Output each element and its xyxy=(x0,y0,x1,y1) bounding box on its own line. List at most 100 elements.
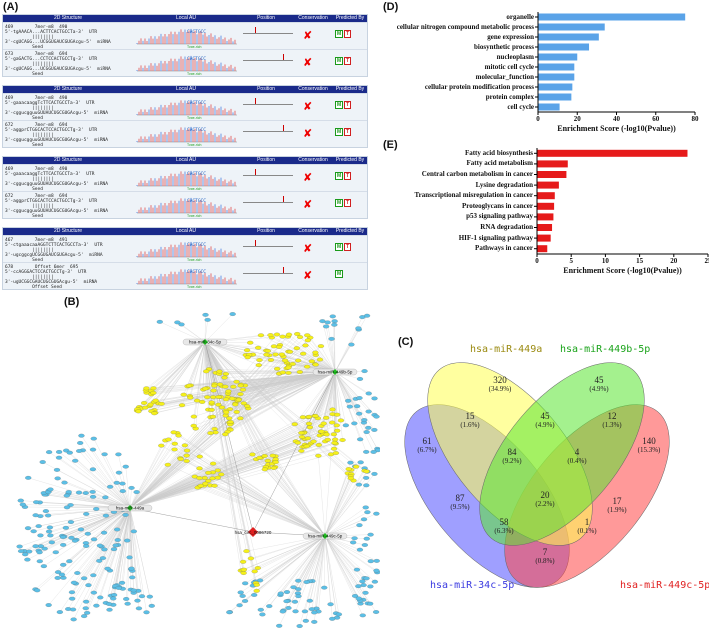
category-label: cellular protein modification process xyxy=(424,82,534,91)
conservation-cross-icon: ✘ xyxy=(303,127,313,140)
target-gene-node xyxy=(133,490,140,494)
target-gene-node xyxy=(36,550,43,555)
position-track xyxy=(243,267,293,274)
category-label: HIF-1 signaling pathway xyxy=(458,233,533,242)
target-gene-node xyxy=(274,366,281,371)
target-gene-node xyxy=(211,383,218,388)
target-gene-node xyxy=(202,312,209,317)
target-gene-node xyxy=(285,370,292,375)
position-track xyxy=(243,196,293,203)
target-gene-node xyxy=(244,404,251,408)
target-gene-node xyxy=(146,594,153,599)
target-gene-node xyxy=(54,476,61,481)
target-gene-node xyxy=(361,418,368,422)
venn-region-count: 45 (4.9%) xyxy=(535,412,554,430)
target-gene-node xyxy=(40,564,47,569)
target-gene-node xyxy=(119,481,126,486)
target-gene-node xyxy=(111,593,118,597)
target-gene-node xyxy=(270,344,278,349)
target-gene-node xyxy=(202,481,209,486)
target-gene-node xyxy=(19,502,26,507)
target-gene-node xyxy=(112,543,119,548)
target-gene-node xyxy=(363,469,370,474)
svg-text:CACTGCC: CACTGCC xyxy=(187,56,206,62)
target-gene-node xyxy=(373,558,380,563)
table-block: 2D Structure Local AU Position Conservation… xyxy=(2,14,368,77)
conservation-cross-icon: ✘ xyxy=(303,198,313,211)
target-gene-node xyxy=(253,582,260,587)
target-gene-node xyxy=(202,386,209,391)
target-gene-node xyxy=(330,446,338,451)
target-gene-node xyxy=(304,436,312,441)
position-marker xyxy=(255,169,256,175)
venn-region-count: 12 (1.3%) xyxy=(602,412,621,430)
table-header-cell: Local AU xyxy=(175,157,196,163)
venn-count: 7 xyxy=(542,547,548,557)
table-header-cell: Local AU xyxy=(175,228,196,234)
table-header-cell: Local AU xyxy=(175,86,196,92)
target-gene-node xyxy=(129,575,136,580)
target-gene-node xyxy=(90,436,97,441)
target-gene-node xyxy=(83,512,90,516)
venn-region-count: 15 (1.6%) xyxy=(460,412,479,430)
position-marker xyxy=(255,98,256,104)
target-gene-node xyxy=(264,349,271,353)
local-au-plot: CACTGCC Type-rich xyxy=(136,99,237,119)
table-header-cell: Conservation xyxy=(298,86,328,92)
x-tick-label: 80 xyxy=(691,115,699,123)
target-gene-node xyxy=(83,599,90,604)
target-gene-node xyxy=(97,595,104,600)
target-gene-node xyxy=(150,391,157,395)
position-track xyxy=(243,27,293,34)
local-au-plot: CACTGCC Type-rich xyxy=(136,170,237,190)
mirna-hub-label: hsa-miR-34c-5p xyxy=(189,340,222,345)
target-gene-node xyxy=(211,483,218,488)
target-gene-node xyxy=(25,475,32,480)
target-gene-node xyxy=(298,449,305,453)
go-enrichment-chart: organelle cellular nitrogen compound meta… xyxy=(383,8,709,138)
target-gene-node xyxy=(306,598,313,603)
panel-label-e: (E) xyxy=(383,139,398,151)
target-gene-node xyxy=(353,567,361,572)
target-gene-node xyxy=(285,332,293,337)
conservation-cross-icon: ✘ xyxy=(303,29,313,42)
target-gene-node xyxy=(363,313,371,318)
target-gene-node xyxy=(53,468,61,472)
table-row: 467 7mer-m8 491 5'-ctgaaacaaAGGTCTTCACTG… xyxy=(3,235,367,263)
target-gene-node xyxy=(45,513,52,518)
target-gene-node xyxy=(66,450,73,455)
target-gene-node xyxy=(311,610,318,615)
table-header: 2D Structure Local AU Position Conservation… xyxy=(3,15,367,22)
category-label: mitotic cell cycle xyxy=(484,62,534,71)
target-gene-node xyxy=(356,547,364,552)
target-gene-node xyxy=(48,540,55,545)
target-gene-node xyxy=(272,352,279,357)
target-gene-node xyxy=(37,533,44,538)
target-gene-node xyxy=(330,432,337,437)
target-gene-node xyxy=(294,440,301,445)
target-gene-node xyxy=(346,404,353,409)
target-gene-node xyxy=(60,562,67,567)
target-gene-node xyxy=(334,428,341,433)
target-gene-node xyxy=(61,480,68,485)
svg-text:Type-rich: Type-rich xyxy=(187,45,201,48)
target-gene-node xyxy=(77,441,84,445)
target-gene-node xyxy=(66,559,73,564)
target-gene-node xyxy=(218,472,225,477)
target-gene-node xyxy=(196,466,203,471)
target-gene-node xyxy=(363,536,370,541)
target-gene-node xyxy=(283,590,291,594)
target-gene-node xyxy=(156,319,163,324)
target-gene-node xyxy=(33,500,40,505)
table-header: 2D Structure Local AU Position Conservation… xyxy=(3,228,367,235)
target-gene-node xyxy=(81,576,88,581)
local-au-plot: CACTGCC Type-rich xyxy=(136,268,237,288)
venn-count: 140 xyxy=(642,436,656,446)
venn-count: 45 xyxy=(540,411,550,421)
target-gene-node xyxy=(106,607,113,612)
target-gene-node xyxy=(82,606,89,611)
target-gene-node xyxy=(281,358,289,363)
target-gene-node xyxy=(89,494,97,499)
target-gene-node xyxy=(350,540,357,545)
predictor-badge: M xyxy=(335,57,344,65)
